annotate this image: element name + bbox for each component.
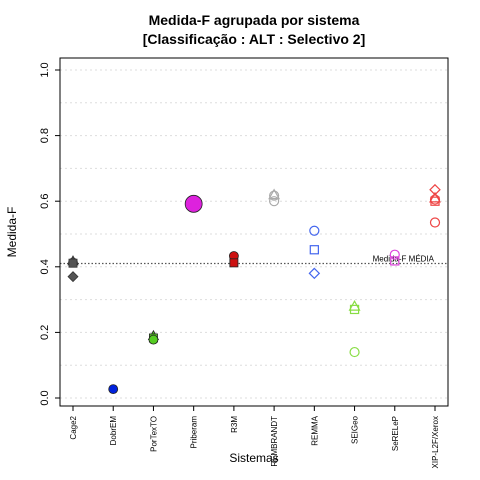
x-axis-label: Sistemas <box>229 451 278 465</box>
data-point-circle <box>269 190 280 201</box>
data-point-circle <box>269 196 280 207</box>
y-tick-label: 0.0 <box>39 390 51 405</box>
data-point-circle <box>389 249 400 260</box>
chart-title: Medida-F agrupada por sistema <box>149 12 360 28</box>
y-axis: 0.0 0.2 0.4 0.6 0.8 1.0 <box>39 62 60 406</box>
y-axis-label: Medida-F <box>5 207 19 258</box>
y-tick-label: 0.8 <box>39 128 51 143</box>
x-tick-label: SeRELeP <box>391 416 400 451</box>
data-point-square <box>349 304 360 315</box>
x-tick-label: REMMA <box>310 415 319 445</box>
data-point-square <box>430 196 440 206</box>
data-point-diamond <box>308 267 321 280</box>
plot-frame <box>59 57 449 407</box>
reference-line-group: Medida-F MÉDIA <box>60 255 448 265</box>
data-point-diamond <box>67 271 79 283</box>
data-point-square <box>309 245 319 255</box>
data-point-square <box>390 256 400 266</box>
x-tick-label: PorTexTO <box>149 416 158 452</box>
data-point-triangle <box>268 188 281 200</box>
x-tick-label: SEIGeo <box>351 415 360 444</box>
data-points <box>67 183 441 395</box>
data-point-circle <box>184 194 203 213</box>
data-point-circle <box>309 225 320 236</box>
x-tick-label: R3M <box>230 416 239 433</box>
data-point-square <box>229 258 239 268</box>
x-tick-label: Cage2 <box>69 415 78 439</box>
x-tick-label: REMBRANDT <box>270 416 279 467</box>
y-tick-label: 0.6 <box>39 194 51 209</box>
x-tick-label: XIP-L2F/Xerox <box>431 416 440 468</box>
data-point-square <box>68 258 78 268</box>
reference-line-label: Medida-F MÉDIA <box>373 255 435 264</box>
x-tick-label: DobrEM <box>109 416 118 446</box>
x-tick-label: Priberam <box>190 416 199 449</box>
data-point-circle <box>148 334 159 345</box>
grid-lines <box>60 69 448 399</box>
data-point-circle <box>108 384 119 395</box>
x-axis: Cage2 DobrEM PorTexTO Priberam R3M REMBRANDT R… <box>69 406 440 468</box>
data-point-circle <box>349 346 360 358</box>
y-tick-label: 0.2 <box>39 325 51 340</box>
chart-subtitle: [Classificação : ALT : Selectivo 2] <box>143 31 366 47</box>
y-tick-label: 1.0 <box>39 62 51 77</box>
y-tick-label: 0.4 <box>39 259 51 274</box>
data-point-circle <box>429 217 441 228</box>
